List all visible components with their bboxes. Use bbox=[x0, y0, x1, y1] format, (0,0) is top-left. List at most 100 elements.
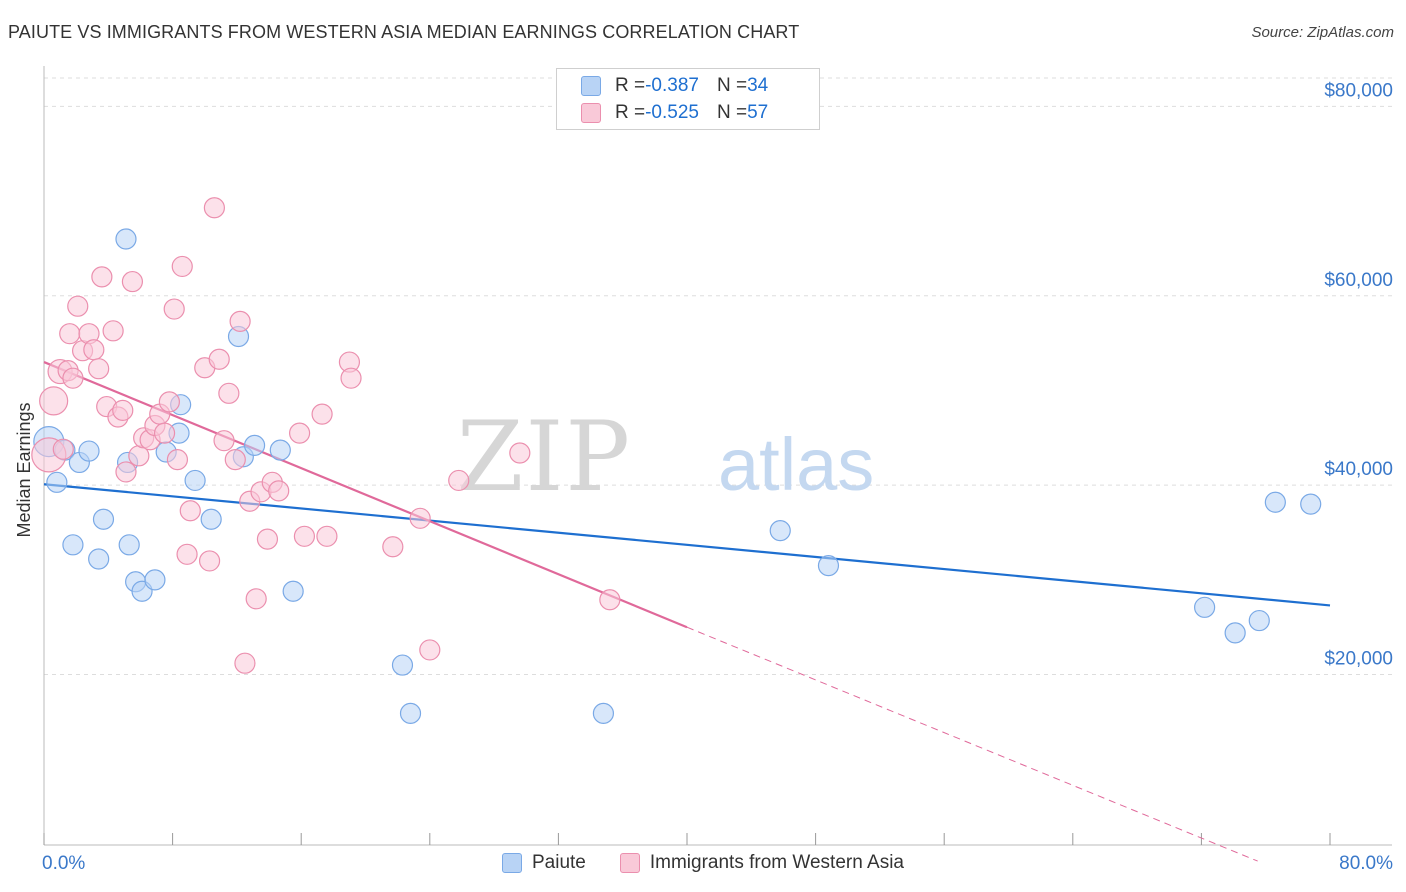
x-tick-label: 0.0% bbox=[42, 853, 85, 874]
western-asia-point bbox=[256, 528, 279, 550]
paiute-point bbox=[282, 580, 304, 602]
western-asia-point bbox=[293, 525, 316, 547]
western-asia-point bbox=[52, 438, 74, 460]
western-asia-point bbox=[163, 298, 185, 320]
paiute-point bbox=[391, 654, 414, 676]
western-asia-point bbox=[153, 422, 176, 444]
western-asia-point bbox=[198, 550, 221, 572]
western-asia-point bbox=[88, 358, 110, 380]
paiute-point bbox=[243, 434, 266, 457]
paiute-point bbox=[1264, 491, 1286, 513]
western-asia-point bbox=[245, 588, 267, 610]
paiute-point bbox=[592, 702, 615, 724]
western-asia-point bbox=[599, 589, 621, 611]
western-asia-point bbox=[179, 500, 201, 522]
western-asia-point bbox=[224, 449, 246, 471]
watermark-atlas: atlas bbox=[718, 423, 874, 506]
legend-label-paiute: Paiute bbox=[532, 852, 586, 873]
source-label: Source: ZipAtlas.com bbox=[1251, 24, 1394, 41]
western-asia-point bbox=[121, 270, 144, 293]
paiute-point bbox=[78, 440, 100, 462]
western-asia-point bbox=[382, 536, 404, 558]
paiute-point bbox=[118, 534, 140, 556]
western-asia-swatch bbox=[581, 103, 601, 123]
legend-item-paiute: Paiute bbox=[502, 852, 586, 874]
trend-lines bbox=[43, 361, 1331, 862]
x-tick-label: 80.0% bbox=[1339, 853, 1393, 874]
paiute-point bbox=[92, 508, 115, 530]
western-asia-point bbox=[311, 403, 333, 425]
western-asia-point bbox=[67, 295, 89, 317]
chart-title: PAIUTE VS IMMIGRANTS FROM WESTERN ASIA M… bbox=[8, 22, 800, 42]
western-asia-point bbox=[234, 652, 256, 674]
watermark: ZIP atlas bbox=[457, 401, 875, 513]
western-asia-point bbox=[218, 382, 240, 404]
paiute-point bbox=[1248, 609, 1270, 632]
western-asia-point bbox=[91, 266, 113, 288]
paiute-point bbox=[200, 508, 222, 530]
data-points bbox=[31, 197, 1322, 724]
correlation-stats-box: R = -0.387 N = 34 R = -0.525 N = 57 bbox=[556, 68, 820, 130]
western-asia-point bbox=[115, 461, 137, 483]
western-asia-point bbox=[203, 197, 225, 219]
western-asia-trend-extension bbox=[686, 626, 1258, 862]
western-asia-point bbox=[62, 367, 84, 389]
r-label: R = bbox=[615, 75, 646, 96]
western-asia-point bbox=[102, 320, 124, 342]
y-tick-label: $40,000 bbox=[1324, 459, 1393, 480]
paiute-point bbox=[1194, 596, 1216, 618]
legend-swatch-paiute bbox=[502, 853, 522, 873]
n-value: 34 bbox=[747, 75, 769, 96]
y-axis-label: Median Earnings bbox=[14, 402, 34, 537]
western-asia-point bbox=[213, 430, 235, 452]
r-value: -0.387 bbox=[645, 75, 699, 96]
western-asia-point bbox=[340, 367, 362, 389]
n-value: 57 bbox=[747, 102, 769, 123]
stats-row-western-asia: R = -0.525 N = 57 bbox=[581, 102, 768, 124]
paiute-point bbox=[88, 548, 110, 570]
y-tick-label: $60,000 bbox=[1324, 270, 1393, 291]
r-label: R = bbox=[615, 102, 646, 123]
legend: Paiute Immigrants from Western Asia bbox=[0, 852, 1406, 874]
legend-item-western-asia: Immigrants from Western Asia bbox=[619, 852, 904, 874]
paiute-trend-line bbox=[43, 483, 1331, 607]
paiute-point bbox=[144, 569, 166, 591]
paiute-point bbox=[269, 439, 291, 461]
western-asia-point bbox=[208, 348, 230, 370]
y-tick-label: $80,000 bbox=[1324, 80, 1393, 101]
y-tick-label: $20,000 bbox=[1324, 649, 1393, 670]
western-asia-point bbox=[448, 469, 470, 492]
paiute-point bbox=[184, 469, 206, 492]
paiute-point bbox=[1224, 622, 1246, 644]
western-asia-trend-line bbox=[43, 361, 688, 629]
western-asia-point bbox=[316, 525, 338, 547]
paiute-point bbox=[46, 471, 68, 493]
western-asia-point bbox=[268, 480, 290, 502]
legend-swatch-western-asia bbox=[619, 853, 640, 873]
western-asia-point bbox=[112, 399, 134, 421]
paiute-point bbox=[62, 534, 84, 556]
r-value: -0.525 bbox=[645, 102, 699, 123]
western-asia-point bbox=[171, 255, 193, 278]
paiute-point bbox=[399, 702, 422, 724]
paiute-point bbox=[1300, 493, 1322, 515]
n-label: N = bbox=[716, 102, 748, 123]
western-asia-point bbox=[419, 639, 441, 661]
western-asia-point bbox=[288, 422, 311, 444]
western-asia-point bbox=[166, 449, 189, 471]
western-asia-point bbox=[176, 543, 198, 565]
western-asia-point bbox=[509, 442, 531, 464]
watermark-zip: ZIP bbox=[457, 401, 632, 513]
paiute-point bbox=[769, 520, 791, 542]
western-asia-point bbox=[409, 507, 431, 529]
western-asia-point bbox=[59, 323, 81, 345]
n-label: N = bbox=[716, 75, 748, 96]
legend-label-western-asia: Immigrants from Western Asia bbox=[649, 852, 904, 873]
paiute-point bbox=[115, 228, 137, 250]
paiute-swatch bbox=[581, 76, 601, 96]
western-asia-point bbox=[158, 391, 180, 413]
western-asia-point bbox=[229, 310, 251, 332]
gridlines bbox=[44, 77, 1392, 676]
western-asia-point bbox=[83, 339, 105, 361]
